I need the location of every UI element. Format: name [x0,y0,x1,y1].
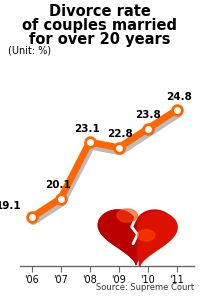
Polygon shape [98,210,174,265]
Text: 22.8: 22.8 [107,129,133,139]
Text: Divorce rate: Divorce rate [49,4,151,20]
Circle shape [137,230,155,241]
Text: 24.8: 24.8 [167,91,192,102]
Text: Source: Supreme Court: Source: Supreme Court [96,284,194,292]
Text: 23.1: 23.1 [74,124,100,133]
Polygon shape [98,210,136,265]
Text: 19.1: 19.1 [0,201,21,211]
Text: 23.8: 23.8 [135,110,160,120]
Text: for over 20 years: for over 20 years [29,32,171,47]
Text: of couples married: of couples married [22,18,178,33]
Polygon shape [139,212,177,267]
Text: 20.1: 20.1 [45,180,71,190]
Circle shape [117,209,137,222]
Text: (Unit: %): (Unit: %) [8,46,51,56]
